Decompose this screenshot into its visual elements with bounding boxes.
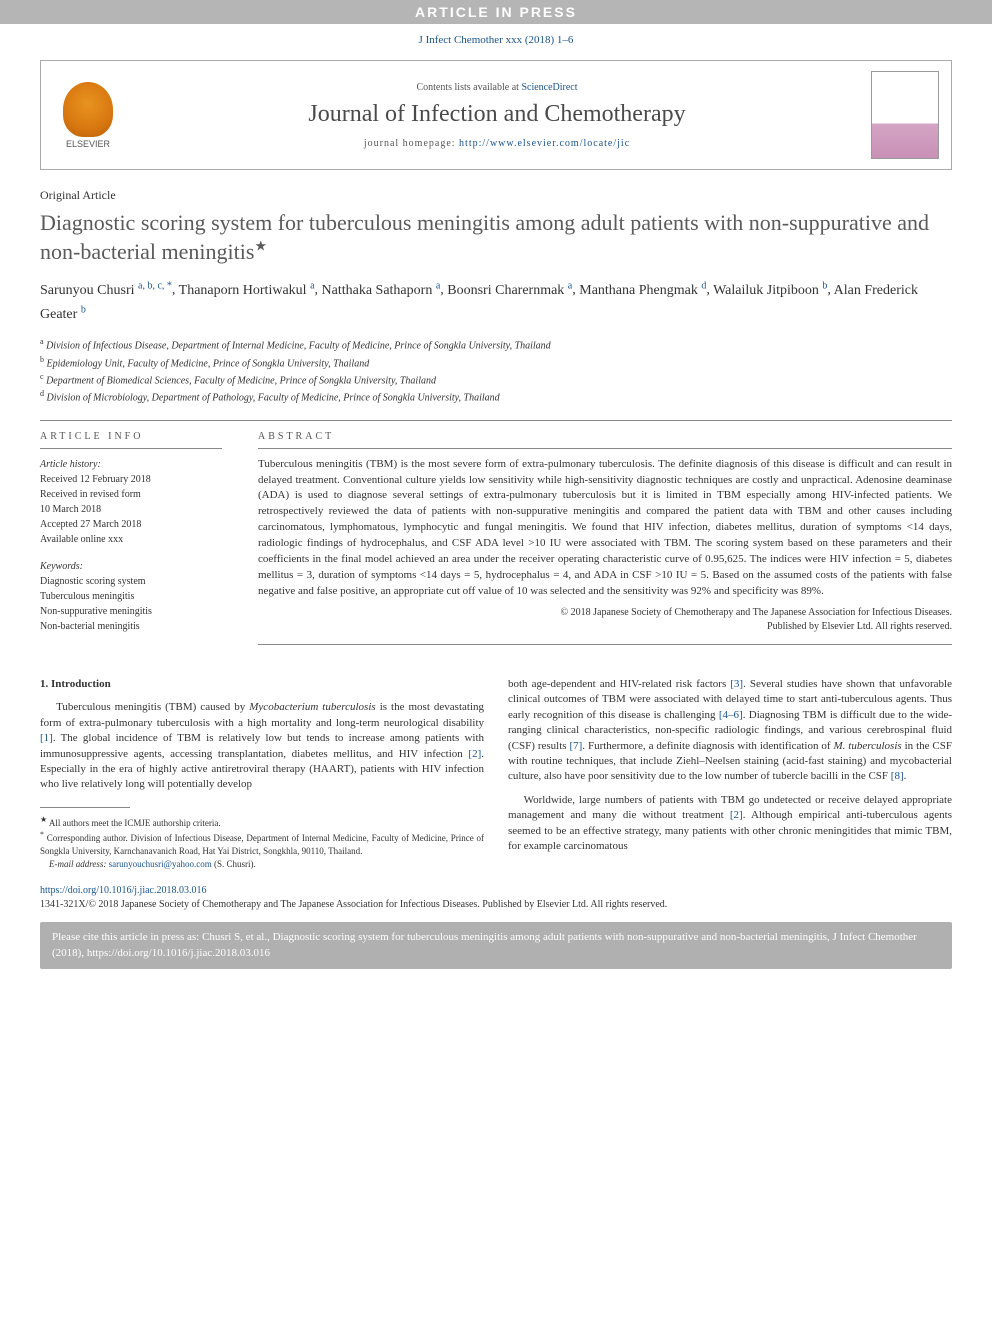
article-info-heading: ARTICLE INFO: [40, 431, 222, 449]
info-abstract-row: ARTICLE INFO Article history: Received 1…: [40, 420, 952, 655]
ref-3-link[interactable]: [3]: [730, 678, 743, 690]
article-info-column: ARTICLE INFO Article history: Received 1…: [40, 421, 240, 655]
abstract-bottom-rule: [258, 644, 952, 645]
homepage-prefix: journal homepage:: [364, 138, 459, 149]
author: Natthaka Sathaporn a: [322, 283, 441, 298]
footnote-star: ★ All authors meet the ICMJE authorship …: [40, 814, 484, 830]
keyword: Non-bacterial meningitis: [40, 619, 222, 634]
ital-mtb-2: M. tuberculosis: [833, 740, 901, 752]
journal-reference: J Infect Chemother xxx (2018) 1–6: [0, 24, 992, 60]
left-paragraph-1: Tuberculous meningitis (TBM) caused by M…: [40, 700, 484, 792]
history-line: Accepted 27 March 2018: [40, 517, 222, 532]
header-center: Contents lists available at ScienceDirec…: [123, 82, 871, 149]
contents-lists-line: Contents lists available at ScienceDirec…: [133, 82, 861, 93]
author-affiliation-marker: b: [822, 280, 827, 291]
sciencedirect-link[interactable]: ScienceDirect: [521, 82, 577, 93]
footnote-email: E-mail address: sarunyouchusri@yahoo.com…: [40, 858, 484, 871]
affiliation-list: a Division of Infectious Disease, Depart…: [40, 336, 952, 405]
footnote-corresponding: * Corresponding author. Division of Infe…: [40, 829, 484, 857]
author-affiliation-marker: a: [436, 280, 440, 291]
body-right-column: both age-dependent and HIV-related risk …: [508, 677, 952, 870]
abstract-column: ABSTRACT Tuberculous meningitis (TBM) is…: [240, 421, 952, 655]
citation-box: Please cite this article in press as: Ch…: [40, 922, 952, 969]
affiliation: b Epidemiology Unit, Faculty of Medicine…: [40, 354, 952, 371]
ref-2b-link[interactable]: [2]: [730, 809, 743, 821]
journal-header-box: ELSEVIER Contents lists available at Sci…: [40, 60, 952, 170]
copyright-line-1: © 2018 Japanese Society of Chemotherapy …: [561, 607, 952, 618]
footnote-separator: [40, 807, 130, 808]
section-number: 1.: [40, 678, 48, 690]
journal-homepage-link[interactable]: http://www.elsevier.com/locate/jic: [459, 138, 630, 149]
abstract-text: Tuberculous meningitis (TBM) is the most…: [258, 457, 952, 600]
author-affiliation-marker: b: [81, 304, 86, 315]
title-star-icon: ★: [254, 239, 267, 254]
elsevier-tree-icon: [63, 82, 113, 137]
keywords-block: Keywords: Diagnostic scoring systemTuber…: [40, 559, 222, 634]
doi-copyright: 1341-321X/© 2018 Japanese Society of Che…: [40, 899, 667, 910]
journal-name: Journal of Infection and Chemotherapy: [133, 101, 861, 128]
elsevier-label: ELSEVIER: [66, 139, 110, 149]
author-list: Sarunyou Chusri a, b, c, *, Thanaporn Ho…: [40, 278, 952, 326]
email-label: E-mail address:: [49, 859, 109, 869]
keyword: Diagnostic scoring system: [40, 574, 222, 589]
affiliation: c Department of Biomedical Sciences, Fac…: [40, 371, 952, 388]
doi-link[interactable]: https://doi.org/10.1016/j.jiac.2018.03.0…: [40, 885, 206, 896]
ref-8-link[interactable]: [8]: [891, 770, 904, 782]
right-paragraph-1: both age-dependent and HIV-related risk …: [508, 677, 952, 785]
contents-prefix: Contents lists available at: [416, 82, 521, 93]
article-in-press-banner: ARTICLE IN PRESS: [0, 0, 992, 24]
journal-cover-thumbnail: [871, 71, 939, 159]
body-columns: 1. Introduction Tuberculous meningitis (…: [40, 677, 952, 870]
author: Walailuk Jitpiboon b: [713, 283, 827, 298]
author-affiliation-marker: a: [310, 280, 314, 291]
author: Sarunyou Chusri a, b, c, *: [40, 283, 172, 298]
article-title: Diagnostic scoring system for tuberculou…: [40, 209, 952, 266]
affiliation: a Division of Infectious Disease, Depart…: [40, 336, 952, 353]
history-line: Available online xxx: [40, 532, 222, 547]
section-title: Introduction: [51, 678, 111, 690]
doi-block: https://doi.org/10.1016/j.jiac.2018.03.0…: [40, 884, 952, 912]
title-text: Diagnostic scoring system for tuberculou…: [40, 210, 929, 264]
history-line: 10 March 2018: [40, 502, 222, 517]
right-paragraph-2: Worldwide, large numbers of patients wit…: [508, 793, 952, 855]
history-label: Article history:: [40, 457, 222, 472]
ref-4-6-link[interactable]: [4–6]: [719, 709, 743, 721]
history-line: Received 12 February 2018: [40, 472, 222, 487]
author: Manthana Phengmak d: [579, 283, 706, 298]
ital-mtb: Mycobacterium tuberculosis: [249, 701, 375, 713]
keywords-label: Keywords:: [40, 559, 222, 574]
elsevier-logo: ELSEVIER: [53, 75, 123, 155]
keyword: Non-suppurative meningitis: [40, 604, 222, 619]
abstract-heading: ABSTRACT: [258, 431, 952, 449]
author-affiliation-marker: a, b, c, *: [138, 280, 172, 291]
author: Boonsri Charernmak a: [447, 283, 572, 298]
author-affiliation-marker: d: [701, 280, 706, 291]
journal-homepage-line: journal homepage: http://www.elsevier.co…: [133, 138, 861, 149]
article-history-block: Article history: Received 12 February 20…: [40, 457, 222, 547]
keyword: Tuberculous meningitis: [40, 589, 222, 604]
author-affiliation-marker: a: [568, 280, 572, 291]
affiliation: d Division of Microbiology, Department o…: [40, 388, 952, 405]
section-heading: 1. Introduction: [40, 677, 484, 692]
copyright-line-2: Published by Elsevier Ltd. All rights re…: [767, 621, 952, 632]
email-link[interactable]: sarunyouchusri@yahoo.com: [109, 859, 212, 869]
ref-7-link[interactable]: [7]: [569, 740, 582, 752]
history-line: Received in revised form: [40, 487, 222, 502]
author: Thanaporn Hortiwakul a: [179, 283, 315, 298]
ref-1-link[interactable]: [1]: [40, 732, 53, 744]
abstract-copyright: © 2018 Japanese Society of Chemotherapy …: [258, 606, 952, 634]
body-left-column: 1. Introduction Tuberculous meningitis (…: [40, 677, 484, 870]
article-type: Original Article: [40, 188, 952, 203]
ref-2-link[interactable]: [2]: [468, 748, 481, 760]
